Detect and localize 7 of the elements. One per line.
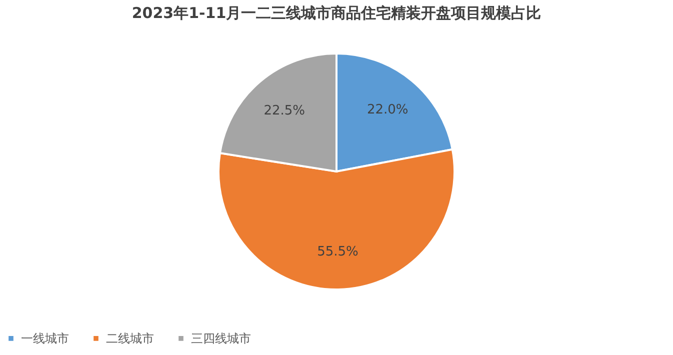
legend-label: 二线城市 — [106, 331, 154, 346]
legend-label: 三四线城市 — [191, 331, 251, 346]
data-label: 55.5% — [317, 244, 358, 260]
chart-title: 2023年1-11月一二三线城市商品住宅精装开盘项目规模占比 — [132, 4, 542, 22]
legend-label: 一线城市 — [21, 331, 69, 346]
data-label: 22.5% — [264, 103, 306, 118]
data-label: 22.0% — [366, 102, 408, 118]
